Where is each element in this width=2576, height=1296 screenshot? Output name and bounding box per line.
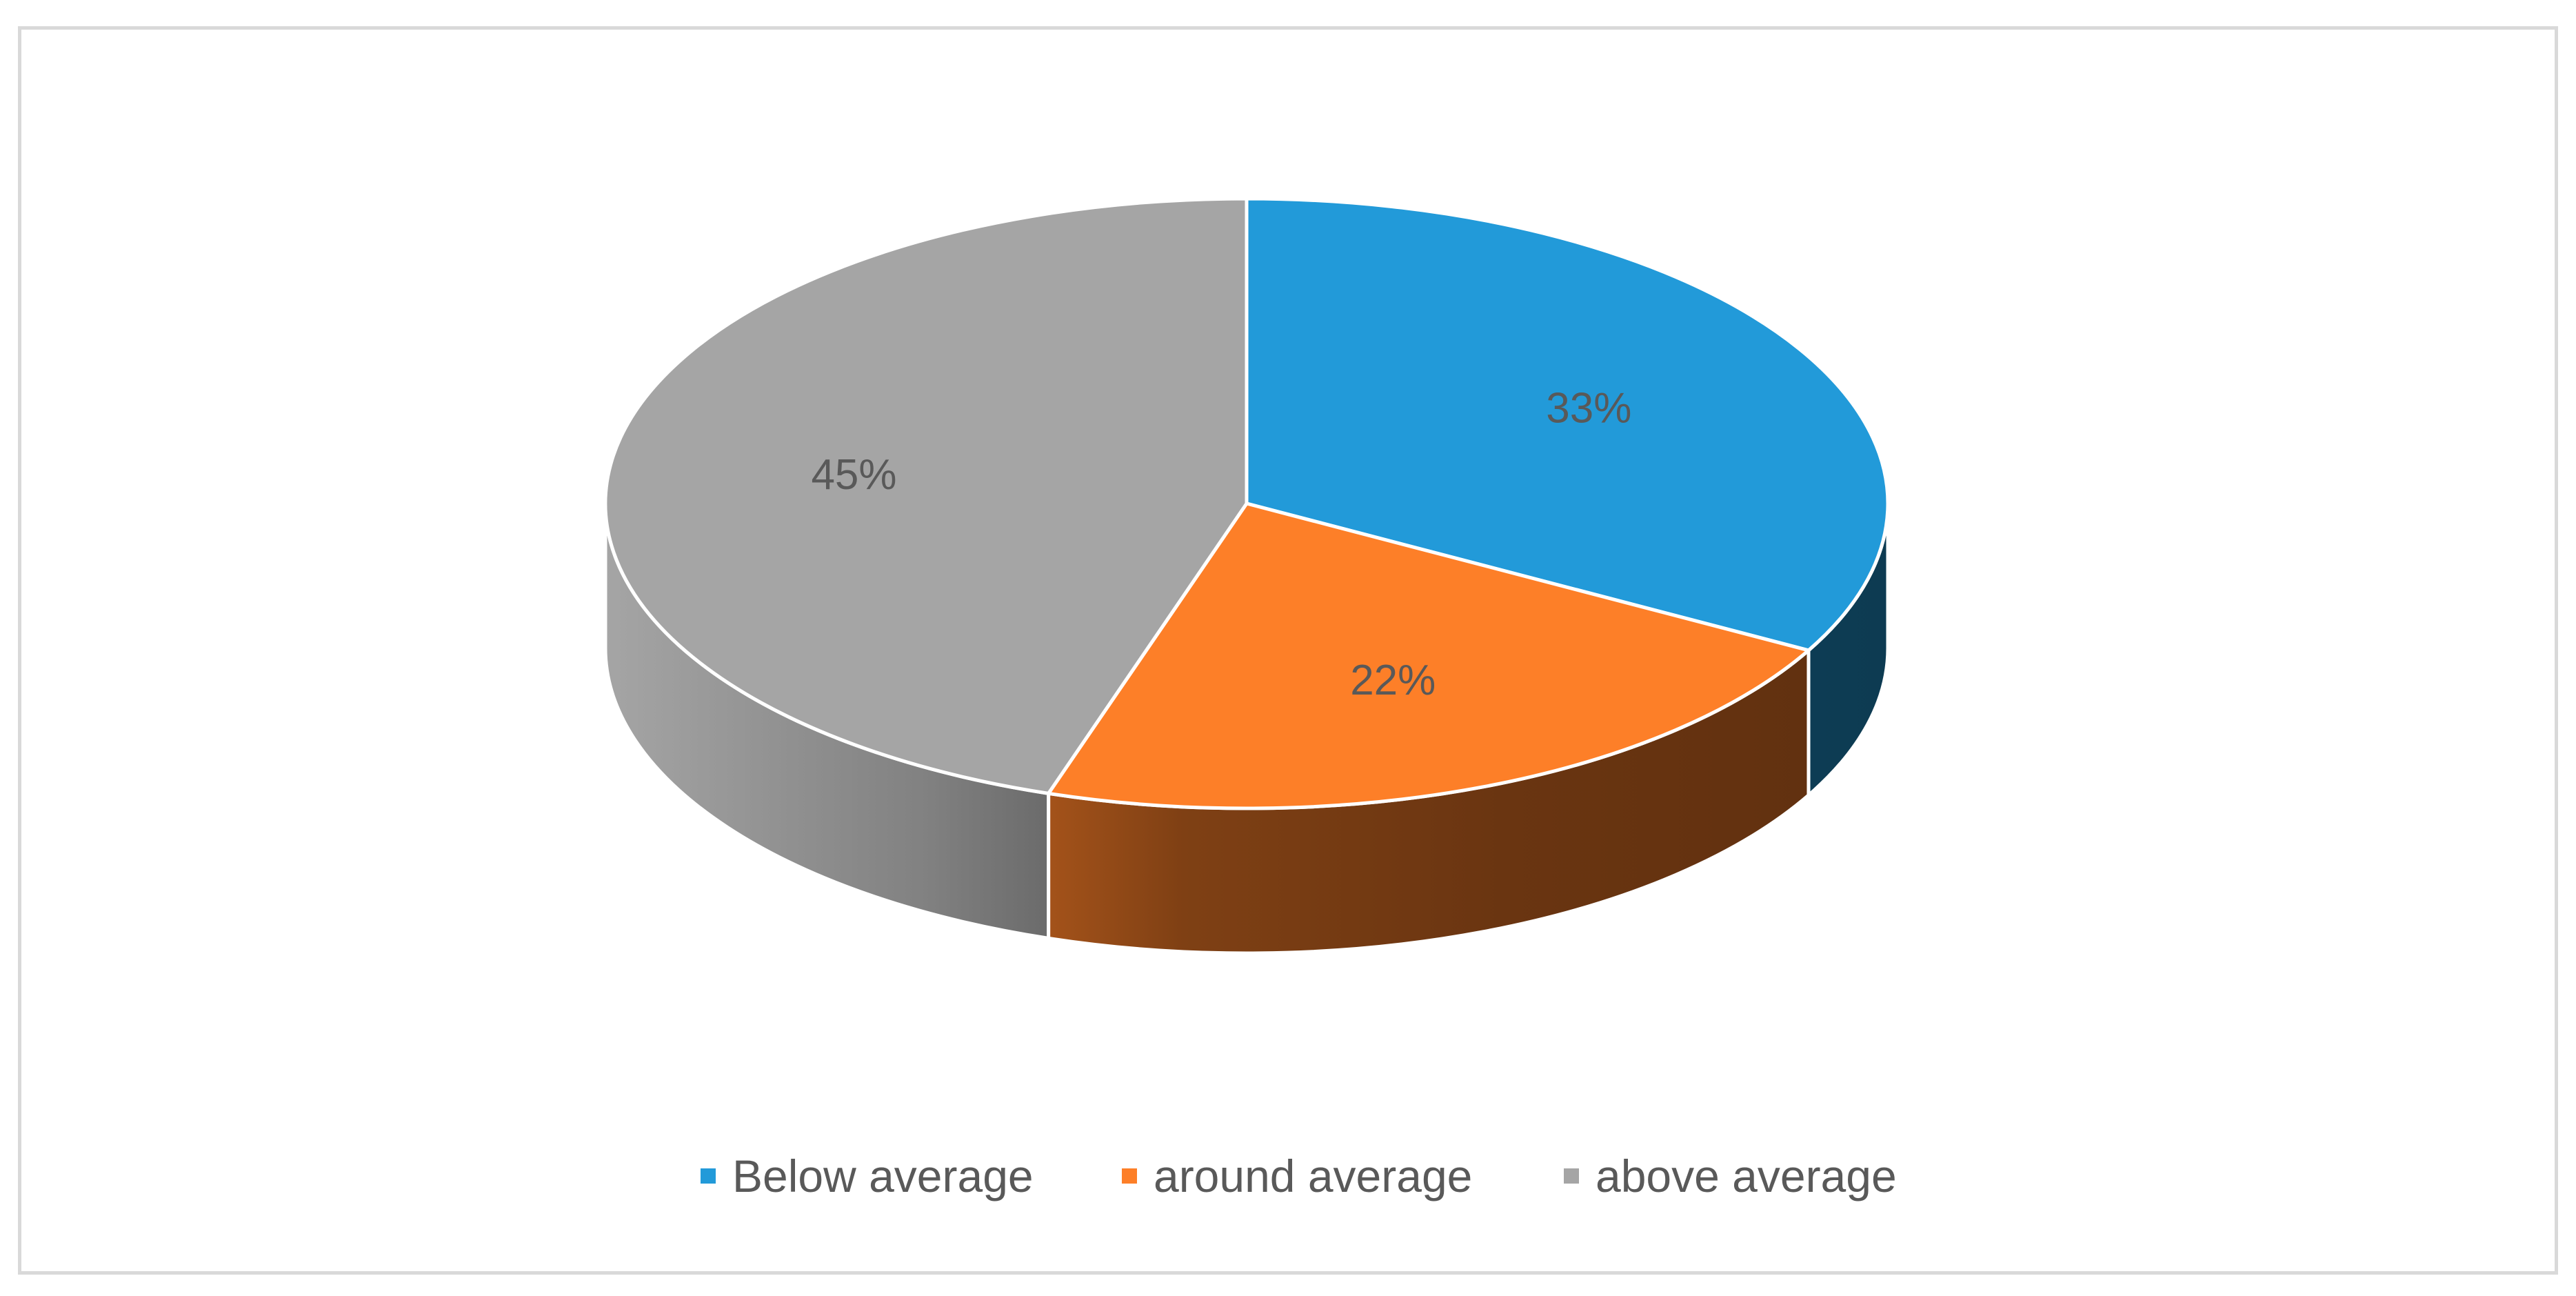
pie-slice-below-average: [1245, 197, 1890, 652]
pie-slice-around-average: [1047, 501, 1811, 810]
legend-label-above-average: above average: [1596, 1150, 1897, 1202]
legend-label-below-average: Below average: [732, 1150, 1034, 1202]
legend-item-around-average: around average: [1122, 1150, 1472, 1202]
pie-tops: [603, 197, 1890, 810]
data-label-below-average: 33%: [1546, 385, 1631, 432]
pie-slice-above-average: [603, 197, 1249, 795]
legend: Below average around average above average: [701, 1150, 1897, 1202]
data-label-around-average: 22%: [1350, 657, 1436, 704]
data-labels: 33% 22% 45%: [811, 385, 1631, 704]
legend-item-above-average: above average: [1564, 1150, 1897, 1202]
legend-swatch-above-average: [1564, 1168, 1579, 1184]
legend-label-around-average: around average: [1154, 1150, 1472, 1202]
data-label-above-average: 45%: [811, 451, 896, 499]
legend-swatch-around-average: [1122, 1168, 1137, 1184]
legend-item-below-average: Below average: [701, 1150, 1034, 1202]
legend-swatch-below-average: [701, 1168, 716, 1184]
